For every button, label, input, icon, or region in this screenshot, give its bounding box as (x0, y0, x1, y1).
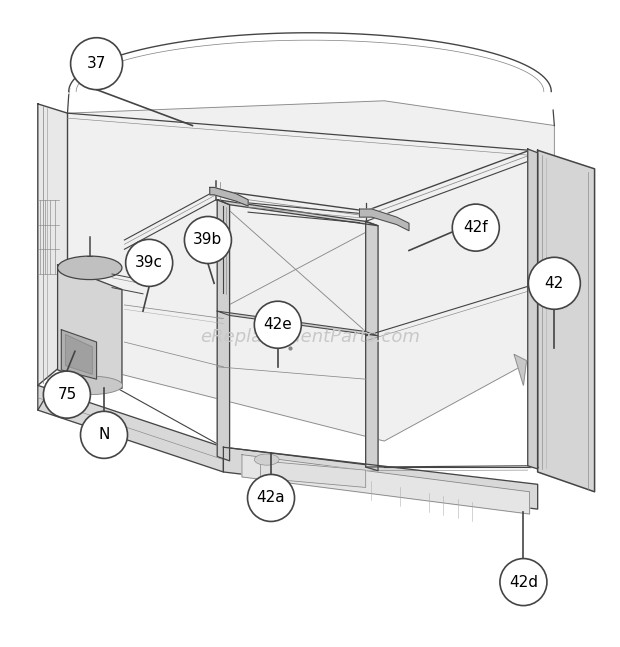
Circle shape (452, 204, 499, 251)
Circle shape (247, 474, 294, 521)
Polygon shape (538, 150, 595, 492)
Circle shape (126, 239, 172, 287)
Text: 42e: 42e (264, 317, 292, 333)
Circle shape (71, 38, 123, 90)
Text: 42f: 42f (464, 220, 488, 235)
Polygon shape (61, 330, 97, 379)
Ellipse shape (254, 454, 279, 465)
Polygon shape (242, 455, 529, 514)
Polygon shape (38, 104, 68, 386)
Polygon shape (217, 200, 229, 461)
Polygon shape (360, 209, 409, 231)
Text: eReplacementParts.com: eReplacementParts.com (200, 328, 420, 346)
Polygon shape (38, 386, 223, 472)
Text: 75: 75 (57, 387, 76, 402)
Polygon shape (66, 334, 92, 374)
Polygon shape (260, 461, 366, 487)
Polygon shape (58, 265, 122, 388)
Ellipse shape (58, 256, 122, 280)
Polygon shape (68, 101, 554, 441)
Polygon shape (528, 149, 538, 469)
Polygon shape (217, 311, 378, 336)
Polygon shape (210, 188, 248, 206)
Ellipse shape (57, 376, 123, 395)
Circle shape (81, 411, 128, 458)
Text: 39c: 39c (135, 256, 163, 270)
Text: 42: 42 (545, 276, 564, 291)
Circle shape (528, 258, 580, 309)
Polygon shape (217, 200, 378, 226)
Text: 37: 37 (87, 56, 106, 71)
Circle shape (184, 217, 231, 263)
Text: 42d: 42d (509, 575, 538, 589)
Circle shape (254, 302, 301, 348)
Polygon shape (366, 221, 378, 471)
Text: 39b: 39b (193, 232, 223, 248)
Circle shape (500, 558, 547, 606)
Circle shape (43, 371, 91, 418)
Text: N: N (99, 428, 110, 443)
Text: 42a: 42a (257, 490, 285, 505)
Polygon shape (223, 447, 538, 509)
Polygon shape (514, 355, 526, 386)
